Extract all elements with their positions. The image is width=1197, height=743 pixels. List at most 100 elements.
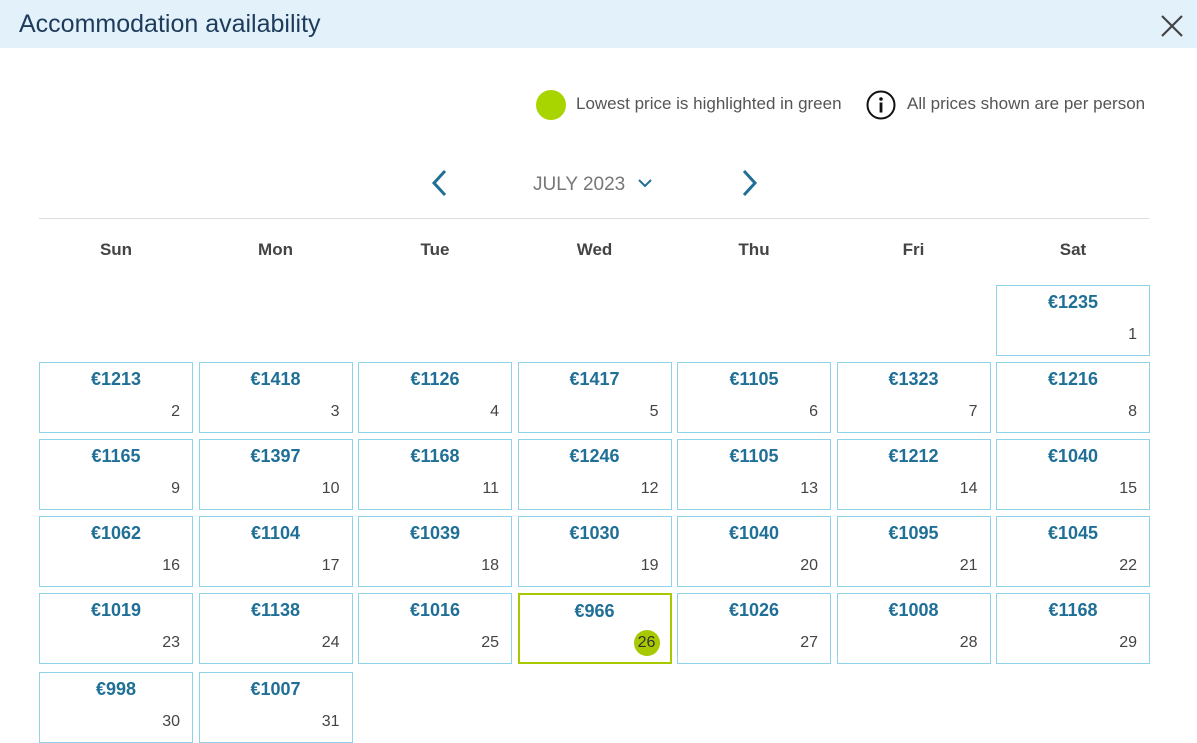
weekday-header: Thu xyxy=(738,240,770,259)
price: €1212 xyxy=(888,446,939,466)
header-bar xyxy=(0,0,1197,48)
green-dot-icon xyxy=(536,90,566,120)
day-cell[interactable]: €1212 14 xyxy=(836,439,991,510)
day-number: 25 xyxy=(481,634,499,651)
day-number: 24 xyxy=(321,634,340,651)
day-cell[interactable]: €1019 23 xyxy=(39,593,193,664)
day-cell[interactable]: €1168 29 xyxy=(996,593,1150,664)
day-number: 16 xyxy=(162,557,180,574)
day-number: 10 xyxy=(321,480,340,497)
day-cell[interactable]: €1016 25 xyxy=(358,593,512,664)
day-number: 1 xyxy=(1128,326,1137,343)
day-number: 18 xyxy=(481,557,499,574)
day-cell[interactable]: €1397 10 xyxy=(198,439,353,510)
day-cell[interactable]: €1213 2 xyxy=(39,362,193,433)
price: €1323 xyxy=(888,369,939,389)
day-cell[interactable]: €1126 4 xyxy=(358,362,512,433)
price: €1138 xyxy=(250,600,301,620)
day-cell[interactable]: €1040 20 xyxy=(677,516,831,587)
price: €1040 xyxy=(1047,446,1099,466)
day-cell[interactable]: €1026 27 xyxy=(677,593,831,664)
day-cell[interactable]: €1417 5 xyxy=(517,362,672,433)
day-cell[interactable]: €1104 17 xyxy=(198,516,353,587)
price: €1216 xyxy=(1047,369,1099,389)
day-number: 19 xyxy=(640,557,659,574)
day-cell[interactable]: €1216 8 xyxy=(996,362,1150,433)
price: €998 xyxy=(95,679,137,699)
day-number: 21 xyxy=(959,557,978,574)
prev-month[interactable] xyxy=(428,168,452,198)
price: €1095 xyxy=(888,523,939,543)
month-dropdown[interactable] xyxy=(637,177,653,189)
day-cell[interactable]: €1246 12 xyxy=(517,439,672,510)
price: €1105 xyxy=(729,369,779,389)
day-cell[interactable]: €1235 1 xyxy=(996,285,1150,356)
price: €1007 xyxy=(250,679,301,699)
day-number: 2 xyxy=(171,403,180,420)
price: €1235 xyxy=(1047,292,1099,312)
price: €1045 xyxy=(1047,523,1099,543)
legend-info: All prices shown are per person xyxy=(907,94,1146,113)
day-cell[interactable]: €1095 21 xyxy=(836,516,991,587)
price: €966 xyxy=(574,601,615,621)
day-cell[interactable]: €1105 13 xyxy=(677,439,831,510)
day-number: 30 xyxy=(162,713,180,730)
day-number: 8 xyxy=(1128,403,1137,420)
weekday-header: Sun xyxy=(99,240,133,259)
price: €1213 xyxy=(90,369,142,389)
day-cell[interactable]: €1045 22 xyxy=(996,516,1150,587)
month-label[interactable]: JULY 2023 xyxy=(533,174,626,195)
price: €1016 xyxy=(409,600,461,620)
price: €1126 xyxy=(410,369,460,389)
day-cell[interactable]: €1040 15 xyxy=(996,439,1150,510)
price: €1105 xyxy=(729,446,779,466)
dialog-title: Accommodation availability xyxy=(19,10,321,38)
day-number: 7 xyxy=(968,403,978,420)
next-month[interactable] xyxy=(737,168,761,198)
day-number: 26 xyxy=(633,630,660,656)
price: €1030 xyxy=(569,523,620,543)
day-cell[interactable]: €1138 24 xyxy=(198,593,353,664)
day-number: 6 xyxy=(809,403,818,420)
legend-lowest: Lowest price is highlighted in green xyxy=(576,94,842,113)
day-cell[interactable]: €1008 28 xyxy=(836,593,991,664)
price: €1062 xyxy=(90,523,142,543)
day-cell[interactable]: €1418 3 xyxy=(198,362,353,433)
day-cell[interactable]: €1030 19 xyxy=(517,516,672,587)
day-cell[interactable]: €998 30 xyxy=(39,672,193,743)
day-number: 4 xyxy=(490,403,499,420)
day-cell[interactable]: €1105 6 xyxy=(677,362,831,433)
weekday-header: Wed xyxy=(576,240,613,259)
day-number: 14 xyxy=(959,480,978,497)
day-cell[interactable]: €1039 18 xyxy=(358,516,512,587)
day-cell[interactable]: €1062 16 xyxy=(39,516,193,587)
divider xyxy=(39,218,1149,219)
price: €1397 xyxy=(250,446,301,466)
day-number: 27 xyxy=(800,634,818,651)
price: €1246 xyxy=(569,446,620,466)
weekday-header: Mon xyxy=(258,240,293,259)
day-number: 17 xyxy=(321,557,340,574)
day-number: 29 xyxy=(1119,634,1137,651)
day-number: 9 xyxy=(171,480,180,497)
price: €1039 xyxy=(409,523,461,543)
day-number: 12 xyxy=(640,480,659,497)
day-cell[interactable]: €966 26 xyxy=(517,593,672,664)
day-number: 15 xyxy=(1119,480,1137,497)
close-button[interactable] xyxy=(1160,14,1184,38)
day-cell[interactable]: €1168 11 xyxy=(358,439,512,510)
day-number: 13 xyxy=(800,480,818,497)
day-number: 31 xyxy=(321,713,340,730)
day-number: 5 xyxy=(649,403,659,420)
day-number: 20 xyxy=(800,557,818,574)
day-number: 11 xyxy=(482,480,499,497)
day-cell[interactable]: €1007 31 xyxy=(198,672,353,743)
day-cell[interactable]: €1323 7 xyxy=(836,362,991,433)
day-cell[interactable]: €1165 9 xyxy=(39,439,193,510)
price: €1008 xyxy=(888,600,939,620)
day-number: 3 xyxy=(330,403,340,420)
price: €1168 xyxy=(410,446,460,466)
weekday-header: Fri xyxy=(902,240,925,259)
price: €1165 xyxy=(91,446,141,466)
